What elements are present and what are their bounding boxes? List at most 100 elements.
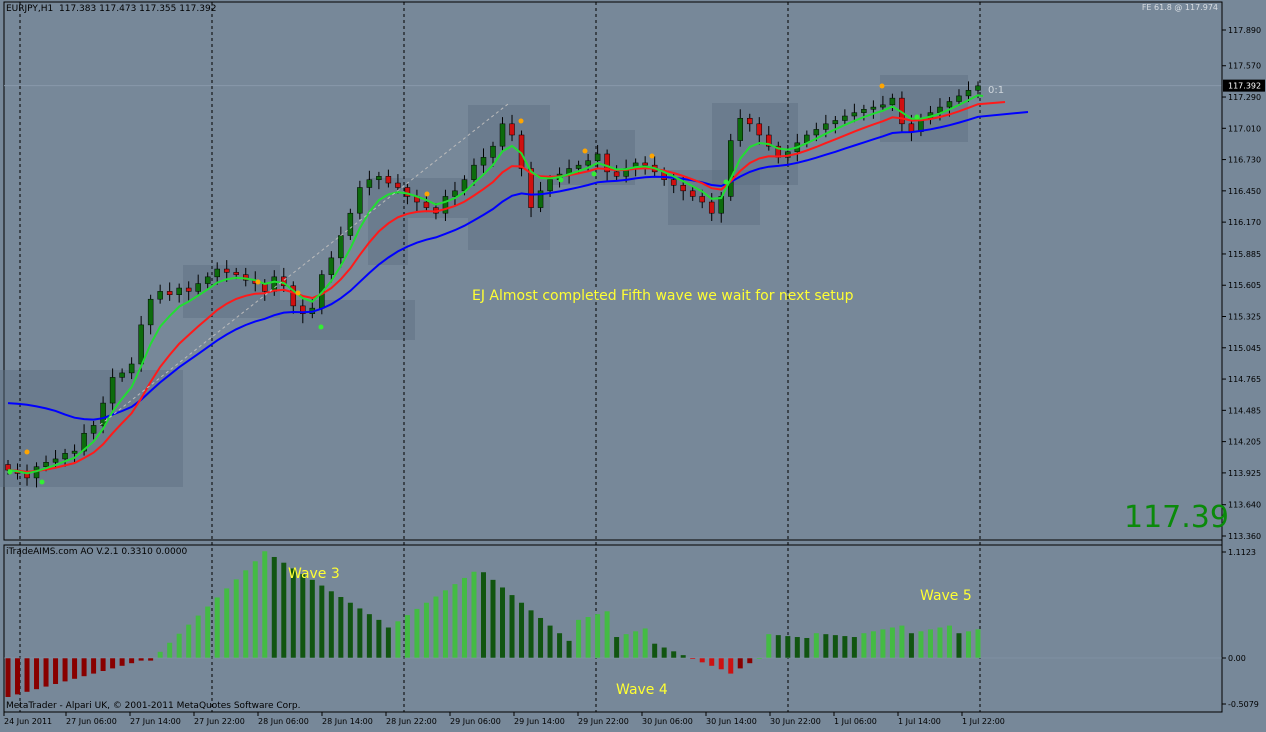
price-tick-label: 114.485 (1228, 406, 1261, 415)
ao-bar (224, 588, 230, 658)
candle-body (338, 235, 344, 259)
ao-bar (747, 658, 753, 664)
time-tick-label: 27 Jun 22:00 (194, 717, 245, 726)
ao-bar (557, 633, 563, 658)
candle-body (689, 190, 696, 197)
ao-bar (842, 636, 848, 658)
candle-body (347, 212, 354, 236)
ao-bar (870, 631, 876, 658)
candle-body (832, 120, 839, 125)
candle-body (737, 117, 744, 141)
candle-body (395, 182, 401, 188)
candle-body (747, 117, 753, 125)
ao-bar (186, 624, 192, 658)
ao-bar (404, 615, 410, 658)
candle-body (889, 97, 896, 106)
time-tick-label: 1 Jul 06:00 (834, 717, 877, 726)
candle-body (423, 201, 430, 208)
ao-bar (500, 587, 506, 658)
candle-body (442, 196, 449, 214)
candle-body (604, 153, 610, 173)
current-price-label: 117.392 (1228, 82, 1261, 91)
ao-bar (737, 658, 743, 669)
price-tick-label: 113.640 (1228, 501, 1261, 510)
ao-bar (91, 658, 97, 674)
candle-body (880, 104, 886, 108)
ao-bar (157, 651, 163, 658)
price-tick-label: 115.045 (1228, 344, 1261, 353)
candle-body (965, 90, 972, 97)
ao-bar (357, 608, 363, 658)
price-tick-label: 116.450 (1228, 187, 1261, 196)
candle-body (176, 287, 182, 295)
ao-bar (53, 658, 59, 684)
ao-bar (804, 637, 810, 658)
time-tick-label: 1 Jul 14:00 (898, 717, 941, 726)
candle-body (281, 276, 287, 287)
ao-bar (433, 596, 439, 658)
ao-bar (214, 597, 220, 658)
price-tick-label: 114.205 (1228, 438, 1261, 447)
candle-body (233, 272, 239, 275)
ao-bar (832, 635, 838, 658)
time-tick-label: 27 Jun 14:00 (130, 717, 181, 726)
ao-bar (519, 602, 525, 658)
candle-body (699, 196, 705, 203)
ohlc-values: 117.383 117.473 117.355 117.392 (59, 4, 217, 14)
candle-body (376, 176, 382, 180)
time-tick-label: 29 Jun 06:00 (450, 717, 501, 726)
candle-body (585, 160, 591, 166)
ao-bar (233, 579, 239, 658)
ma-mid-line (7, 101, 1006, 473)
ao-bar (538, 617, 544, 658)
signal-dot (558, 177, 564, 183)
price-tick-label: 114.765 (1228, 375, 1261, 384)
ao-bar (813, 633, 819, 658)
ao-bar (699, 658, 705, 663)
price-tick-label: 117.010 (1228, 124, 1261, 133)
ao-bar (633, 631, 639, 658)
candle-body (452, 190, 458, 197)
ao-bar (566, 640, 572, 658)
ao-bar (452, 584, 458, 658)
ao-bar (595, 614, 601, 658)
candle-body (670, 179, 677, 186)
ao-bar (338, 597, 344, 658)
candle-body (547, 179, 553, 192)
ao-bar (62, 658, 68, 682)
candle-body (43, 462, 49, 467)
ao-bar (490, 579, 496, 658)
ao-bar (861, 633, 867, 658)
candle-body (147, 298, 154, 326)
signal-dot (39, 479, 45, 485)
price-tick-label: 116.170 (1228, 218, 1261, 227)
candle-body (480, 157, 487, 166)
ao-bar (15, 658, 21, 695)
candle-body (5, 464, 11, 471)
candle-body (328, 257, 335, 275)
ao-bar (138, 658, 144, 661)
ao-bar (785, 636, 791, 658)
candle-body (300, 305, 306, 314)
ao-bar (509, 595, 515, 658)
signal-dot (914, 114, 920, 120)
copyright-text: MetaTrader - Alpari UK, © 2001-2011 Meta… (6, 701, 301, 711)
candle-body (52, 458, 59, 463)
price-tick-label: 117.570 (1228, 62, 1261, 71)
ao-bar (414, 608, 420, 658)
ao-bar (281, 562, 287, 658)
ao-bar (43, 658, 49, 687)
candle-body (109, 377, 116, 404)
candle-body (594, 153, 601, 161)
ao-bar (680, 655, 686, 658)
ao-bar (956, 633, 962, 658)
ao-bar (72, 658, 78, 679)
ao-bar (937, 627, 943, 658)
candle-body (357, 187, 363, 214)
candle-body (528, 168, 534, 208)
candle-body (708, 201, 715, 214)
time-tick-label: 27 Jun 06:00 (66, 717, 117, 726)
ao-bar (899, 625, 905, 658)
candle-body (823, 123, 829, 130)
